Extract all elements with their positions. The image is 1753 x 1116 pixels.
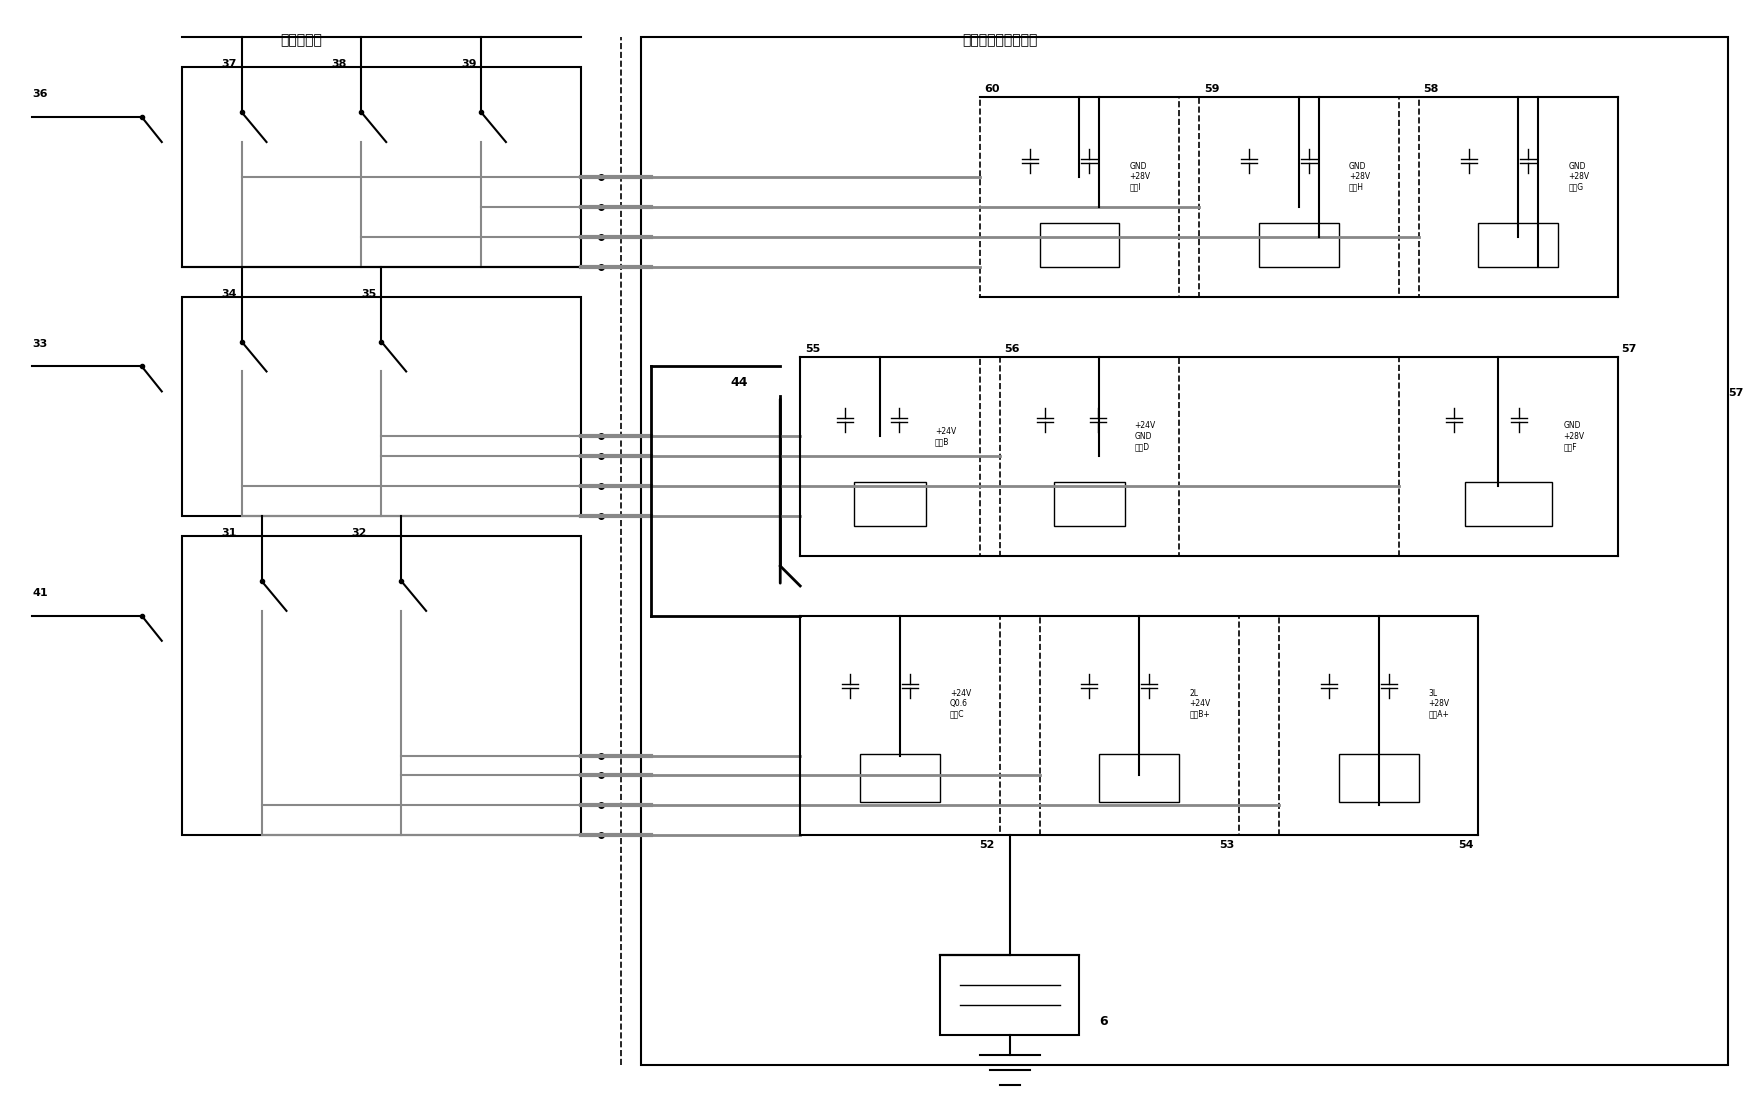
Text: 60: 60 [985,84,1001,94]
Bar [182,536,580,835]
Bar [980,97,1180,297]
Text: 34: 34 [221,289,237,299]
Text: 52: 52 [980,840,994,850]
Bar [799,616,999,835]
Text: 31: 31 [221,528,237,538]
Bar [1418,97,1618,297]
Text: 2L
+24V
输出B+: 2L +24V 输出B+ [1189,689,1211,719]
Text: GND
+28V
输出G: GND +28V 输出G [1569,162,1590,192]
Text: 36: 36 [32,89,47,99]
Bar [940,955,1080,1035]
Bar [182,297,580,516]
Text: 55: 55 [805,344,820,354]
Bar [182,67,580,267]
Text: 56: 56 [1004,344,1020,354]
Text: 6: 6 [1099,1014,1108,1028]
Text: +24V
输出B: +24V 输出B [934,426,955,446]
Bar [1199,97,1399,297]
Text: 39: 39 [461,59,477,69]
Bar [861,754,940,802]
Bar [1054,482,1125,526]
Text: 手动控制盒: 手动控制盒 [280,33,323,47]
Text: GND
+28V
输出H: GND +28V 输出H [1348,162,1369,192]
Text: 32: 32 [351,528,366,538]
Text: 37: 37 [221,59,237,69]
Bar [1040,223,1120,267]
Bar [1478,223,1558,267]
Bar [1464,482,1553,526]
Bar [799,356,980,556]
Bar [1339,754,1418,802]
Text: +24V
Q0.6
输出C: +24V Q0.6 输出C [950,689,971,719]
Bar [854,482,926,526]
Text: 35: 35 [361,289,377,299]
Text: 59: 59 [1204,84,1220,94]
Text: 53: 53 [1218,840,1234,850]
Text: GND
+28V
输出F: GND +28V 输出F [1564,422,1585,451]
Text: 57: 57 [1728,388,1742,398]
Text: 58: 58 [1423,84,1439,94]
Text: 3L
+28V
输出A+: 3L +28V 输出A+ [1429,689,1450,719]
Text: 38: 38 [331,59,347,69]
Text: 57: 57 [1622,344,1637,354]
Bar [999,356,1180,556]
Text: +24V
GND
输出D: +24V GND 输出D [1134,422,1155,451]
Bar [1099,754,1180,802]
Text: GND
+28V
输出I: GND +28V 输出I [1129,162,1150,192]
Bar [1280,616,1478,835]
Bar [1399,356,1618,556]
Text: 地面控制箱（部分）: 地面控制箱（部分） [962,33,1038,47]
Text: 33: 33 [32,338,47,348]
Bar [1259,223,1339,267]
Text: 44: 44 [731,376,749,389]
Bar [1040,616,1239,835]
Text: 54: 54 [1458,840,1474,850]
Bar [640,37,1728,1065]
Text: 41: 41 [32,588,47,598]
